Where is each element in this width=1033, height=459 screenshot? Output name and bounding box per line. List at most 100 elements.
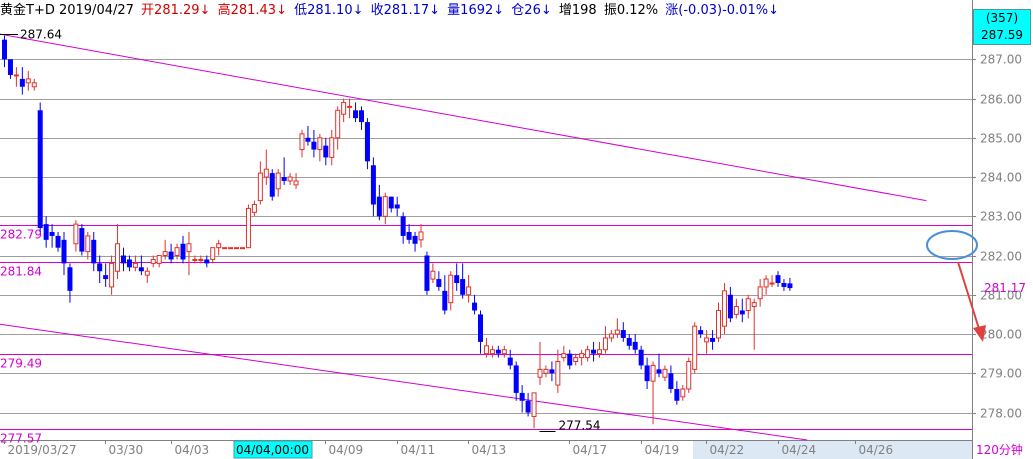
low-marker-label: 277.54 <box>559 419 601 433</box>
crosshair-time-label: 04/04,00:00 <box>236 443 309 457</box>
candle-body <box>537 368 543 378</box>
position-value: 仓26↓ <box>511 3 552 18</box>
candle-body <box>436 279 442 287</box>
candle-body <box>180 243 186 260</box>
candle-body <box>61 239 67 264</box>
candle-body <box>460 279 466 295</box>
candle-body <box>424 255 430 291</box>
candle-body <box>370 165 376 205</box>
time-axis-highlight <box>693 441 972 459</box>
candle-body <box>668 373 674 389</box>
candle-body <box>43 224 49 240</box>
candle-body <box>245 207 251 249</box>
candle-body <box>55 235 61 248</box>
candle-body <box>13 74 19 77</box>
candle-body <box>745 298 751 311</box>
candle-body <box>376 196 382 217</box>
candle-body <box>91 239 97 264</box>
candle-body <box>680 388 686 398</box>
candle-body <box>513 365 519 393</box>
price-tick-label: 282.00 <box>980 250 1022 264</box>
candle-body <box>275 172 281 190</box>
candle-body <box>769 282 775 285</box>
candle-body <box>132 262 138 268</box>
candle-body <box>507 357 513 366</box>
candle-body <box>251 204 257 213</box>
level-label: 281.84 <box>0 265 42 279</box>
candle-body <box>109 262 115 288</box>
candle-body <box>525 400 531 413</box>
price-tick-label: 278.00 <box>980 407 1022 421</box>
candle-body <box>210 247 216 260</box>
candle-body <box>394 204 400 209</box>
candle-body <box>620 330 626 338</box>
candle-body <box>364 122 370 162</box>
candle-body <box>692 325 698 370</box>
candle-body <box>733 306 739 315</box>
candle-body <box>549 369 555 374</box>
increase-value: 增198 <box>558 3 597 18</box>
candle-body <box>263 168 269 178</box>
candle-body <box>192 258 198 261</box>
candle-body <box>698 330 704 335</box>
quote-header: 黄金T+D 2019/04/27 开281.29↓ 高281.43↓ 低281.… <box>0 0 972 22</box>
time-tick-label: 03/30 <box>109 443 144 457</box>
crosshair-price: 287.59 <box>981 28 1023 42</box>
candle-body <box>103 275 109 280</box>
time-tick-label: 2019/03/27 <box>8 443 77 457</box>
candle-body <box>382 196 388 217</box>
candle-body <box>305 137 311 142</box>
annotation-circle <box>926 230 978 260</box>
candle-body <box>293 180 299 186</box>
candle-body <box>174 247 180 257</box>
candle-body <box>317 137 323 151</box>
candle-body <box>2 39 7 60</box>
candle-body <box>573 357 579 363</box>
candle-body <box>335 109 341 139</box>
last-price-label: 281.17 <box>984 281 1026 295</box>
candle-body <box>216 243 222 249</box>
candle-body <box>257 172 263 202</box>
candle-body <box>31 82 37 88</box>
trendline <box>0 323 808 441</box>
amplitude-value: 振0.12% <box>603 3 659 18</box>
candle-body <box>341 101 347 115</box>
high-marker-label: 287.64 <box>20 28 62 42</box>
candle-body <box>495 349 501 354</box>
candle-body <box>234 247 240 250</box>
candle-body <box>757 286 763 300</box>
candle-body <box>727 294 733 319</box>
candle-body <box>597 349 602 355</box>
candle-body <box>299 133 305 151</box>
candle-body <box>644 365 650 382</box>
candle-body <box>418 231 424 241</box>
candle-body <box>478 314 483 342</box>
period-label[interactable]: 120分钟 <box>976 443 1023 457</box>
bar-count: (357) <box>985 11 1019 25</box>
time-tick-label: 04/22 <box>710 443 745 457</box>
candle-body <box>686 361 692 390</box>
candle-body <box>7 59 13 75</box>
candle-body <box>781 283 787 287</box>
candle-body <box>591 349 597 354</box>
candle-body <box>281 177 287 181</box>
candle-body <box>353 110 359 119</box>
price-tick-label: 283.00 <box>980 210 1022 224</box>
candle-body <box>454 275 460 284</box>
candle-body <box>626 337 632 346</box>
price-tick-label: 279.00 <box>980 367 1022 381</box>
price-tick-label: 287.00 <box>980 53 1022 67</box>
time-tick-label: 04/11 <box>401 443 436 457</box>
candle-body <box>121 255 126 264</box>
candle-body <box>448 274 454 304</box>
candle-body <box>412 235 418 244</box>
candle-body <box>73 223 79 245</box>
time-tick-label: 04/03 <box>175 443 210 457</box>
candle-body <box>763 278 769 288</box>
candle-body <box>67 267 73 291</box>
candle-body <box>656 369 662 374</box>
candle-body <box>531 392 537 417</box>
candle-body <box>650 364 656 382</box>
candle-body <box>347 105 353 108</box>
